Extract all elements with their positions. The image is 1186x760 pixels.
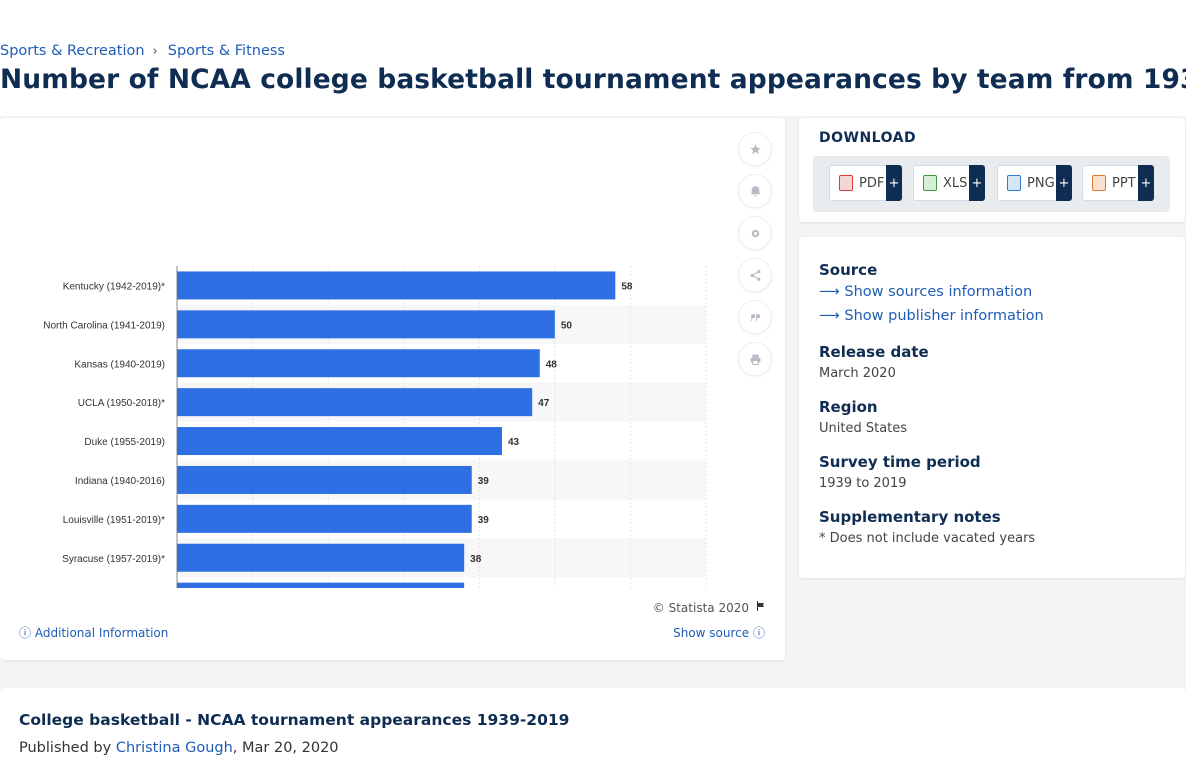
page-title: Number of NCAA college basketball tourna… [0, 64, 1186, 95]
data-label: 58 [621, 281, 633, 292]
statistic-summary-card: College basketball - NCAA tournament app… [0, 688, 1186, 760]
bar [177, 504, 472, 533]
breadcrumb-separator-icon: › [152, 43, 158, 59]
share-icon[interactable] [738, 258, 772, 292]
show-source-link[interactable]: Show source ⓘ [673, 624, 765, 641]
category-label: North Carolina (1941-2019) [43, 320, 165, 331]
additional-information-label: Additional Information [34, 626, 169, 640]
header-area [0, 36, 1186, 116]
chart-toolbar [738, 132, 772, 384]
download-ppt-label: PPT [1112, 175, 1136, 191]
download-buttons: PDF + XLS + PNG + PPT + [813, 156, 1170, 212]
bar [177, 427, 502, 456]
show-publisher-label: Show publisher information [844, 308, 1044, 324]
category-label: Syracuse (1957-2019)* [62, 554, 165, 565]
top-bar [0, 0, 1186, 36]
show-source-label: Show source [673, 626, 750, 640]
arrow-right-icon: ⟶ [819, 284, 840, 300]
download-png-button[interactable]: PNG + [997, 165, 1072, 201]
author-link[interactable]: Christina Gough [115, 740, 233, 756]
supplementary-notes-heading: Supplementary notes [819, 508, 1001, 526]
data-label: 47 [538, 398, 550, 409]
download-pdf-button[interactable]: PDF + [829, 165, 902, 201]
download-png-label: PNG [1027, 175, 1055, 191]
data-label: 39 [478, 515, 490, 526]
bar [177, 388, 533, 417]
flag-icon[interactable] [755, 600, 767, 615]
bar [177, 271, 616, 300]
download-pdf-plus[interactable]: + [886, 165, 902, 201]
info-icon: ⓘ [19, 626, 32, 640]
breadcrumb: Sports & Recreation › Sports & Fitness [0, 43, 285, 59]
published-date: , Mar 20, 2020 [232, 740, 339, 756]
download-card: DOWNLOAD PDF + XLS + PNG + PPT + [799, 118, 1185, 222]
region-value: United States [819, 421, 908, 436]
png-file-icon [1007, 175, 1021, 191]
category-label: Duke (1955-2019) [84, 437, 165, 448]
download-pdf-label: PDF [859, 175, 885, 191]
bar [177, 310, 555, 339]
release-date-value: March 2020 [819, 366, 896, 381]
gear-icon[interactable] [738, 216, 772, 250]
bar [177, 543, 465, 572]
star-icon[interactable] [738, 132, 772, 166]
data-label: 39 [478, 476, 490, 487]
bar [177, 582, 465, 588]
download-xls-plus[interactable]: + [969, 165, 985, 201]
region-heading: Region [819, 398, 878, 416]
published-line: Published by Christina Gough, Mar 20, 20… [19, 740, 339, 756]
published-by-label: Published by [19, 740, 112, 756]
quote-icon[interactable] [738, 300, 772, 334]
download-xls-label: XLS [943, 175, 968, 191]
category-label: Indiana (1940-2016) [75, 476, 165, 487]
info-card: Source ⟶ Show sources information ⟶ Show… [799, 237, 1185, 578]
data-label: 43 [508, 437, 520, 448]
bar [177, 465, 472, 494]
breadcrumb-sports-fitness[interactable]: Sports & Fitness [167, 43, 285, 59]
show-publisher-link[interactable]: ⟶ Show publisher information [819, 308, 1044, 324]
show-sources-link[interactable]: ⟶ Show sources information [819, 284, 1032, 300]
data-label: 38 [470, 554, 482, 565]
survey-period-heading: Survey time period [819, 453, 981, 471]
category-label: Kansas (1940-2019) [74, 359, 165, 370]
print-icon[interactable] [738, 342, 772, 376]
statistic-title: College basketball - NCAA tournament app… [19, 711, 570, 729]
show-sources-label: Show sources information [844, 284, 1033, 300]
download-xls-button[interactable]: XLS + [913, 165, 985, 201]
download-ppt-plus[interactable]: + [1138, 165, 1154, 201]
category-label: Louisville (1951-2019)* [63, 515, 165, 526]
data-label: 48 [546, 359, 558, 370]
download-png-plus[interactable]: + [1056, 165, 1072, 201]
survey-period-value: 1939 to 2019 [819, 476, 907, 491]
download-title: DOWNLOAD [819, 130, 917, 146]
bell-icon[interactable] [738, 174, 772, 208]
supplementary-notes-value: * Does not include vacated years [819, 531, 1036, 546]
info-icon: ⓘ [752, 626, 765, 640]
breadcrumb-sports-recreation[interactable]: Sports & Recreation [0, 43, 145, 59]
data-label: 50 [561, 320, 573, 331]
release-date-heading: Release date [819, 343, 929, 361]
ppt-file-icon [1092, 175, 1106, 191]
chart-card: Kentucky (1942-2019)* 58 North Carolina (1… [0, 118, 785, 660]
arrow-right-icon: ⟶ [819, 308, 840, 324]
download-ppt-button[interactable]: PPT + [1082, 165, 1154, 201]
copyright: © Statista 2020 [653, 600, 767, 615]
bar [177, 349, 540, 378]
bar-chart: Kentucky (1942-2019)* 58 North Carolina (1… [43, 266, 707, 588]
category-label: UCLA (1950-2018)* [78, 398, 165, 409]
pdf-file-icon [839, 175, 853, 191]
copyright-text: © Statista 2020 [652, 600, 749, 615]
additional-information-link[interactable]: ⓘ Additional Information [19, 624, 168, 641]
source-heading: Source [819, 261, 878, 279]
xls-file-icon [923, 175, 937, 191]
category-label: Kentucky (1942-2019)* [63, 281, 165, 292]
